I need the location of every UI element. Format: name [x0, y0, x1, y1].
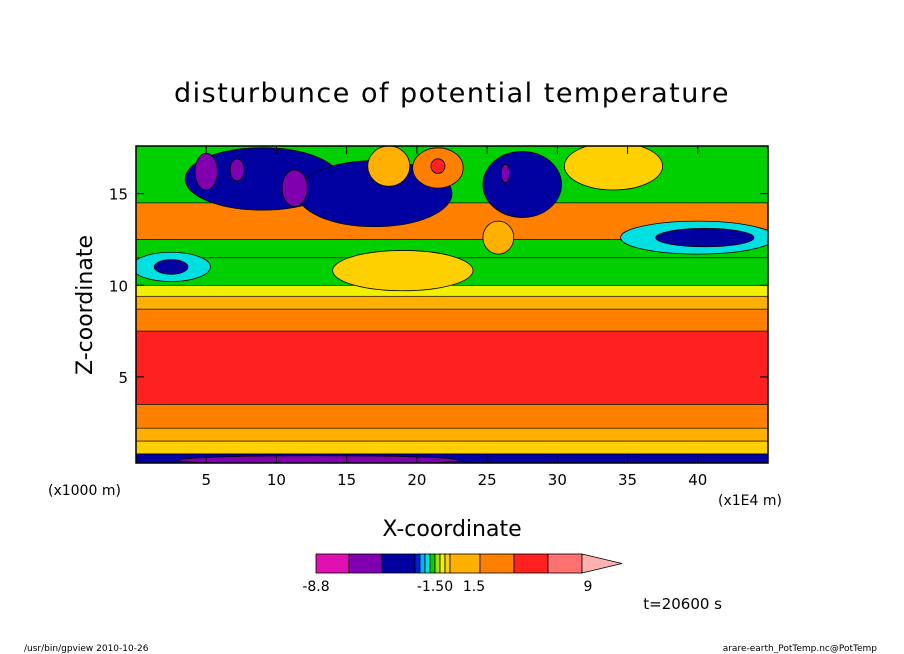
colorbar-label-2: 1.5 [463, 579, 485, 595]
band-upper-mid-1 [136, 308, 768, 332]
colorbar-end-arrow [581, 553, 623, 574]
x-tick-label-30: 30 [548, 471, 567, 489]
blob-cold-core-right [482, 151, 562, 218]
blob-warm-bubble-2-core [430, 158, 446, 174]
colorbar-swatch-1 [348, 553, 383, 574]
x-tick-label-15: 15 [337, 471, 356, 489]
x-tick-label-5: 5 [201, 471, 211, 489]
time-label: t=20600 s [643, 595, 722, 613]
chart-title: disturbunce of potential temperature [174, 78, 730, 109]
footer-left: /usr/bin/gpview 2010-10-26 [24, 644, 149, 654]
band-upper-mid-2 [136, 295, 768, 310]
x-tick-label-40: 40 [688, 471, 707, 489]
blob-very-cold-3 [281, 169, 308, 207]
colorbar-swatch-10 [449, 553, 481, 574]
colorbar: -8.8 -1.50 1.5 9 [302, 553, 623, 595]
colorbar-swatch-4 [419, 553, 426, 574]
y-axis-label: Z-coordinate [73, 235, 98, 375]
colorbar-label-0: -8.8 [302, 579, 329, 595]
band-near-surface [136, 440, 768, 455]
colorbar-swatch-11 [479, 553, 515, 574]
blob-cold-left-low-core [153, 259, 189, 275]
colorbar-label-3: 9 [584, 579, 593, 595]
y-tick-label-5: 5 [118, 369, 128, 387]
band-low-2 [136, 404, 768, 429]
x-tick-label-10: 10 [267, 471, 286, 489]
blob-surface-cold [177, 455, 460, 463]
colorbar-swatch-8 [439, 553, 446, 574]
colorbar-swatch-9 [444, 553, 451, 574]
blob-mixed-mid [332, 250, 474, 292]
footer-right: arare-earth_PotTemp.nc@PotTemp [723, 644, 878, 654]
x-tick-label-25: 25 [478, 471, 497, 489]
colorbar-label-1: -1.50 [417, 579, 453, 595]
band-low-1 [136, 427, 768, 442]
x-axis: 5 10 15 20 25 30 35 40 [201, 146, 707, 489]
x-unit-right: (x1E4 m) [718, 493, 782, 509]
colorbar-swatch-7 [434, 553, 441, 574]
band-mid [136, 330, 768, 405]
plot-frame [135, 145, 769, 464]
colorbar-swatch-6 [429, 553, 436, 574]
blob-very-cold-4 [500, 163, 510, 184]
x-tick-label-35: 35 [618, 471, 637, 489]
x-axis-label: X-coordinate [382, 517, 521, 542]
colorbar-swatch-13 [547, 553, 583, 574]
blob-warm-bubble-right [563, 146, 664, 191]
blob-warm-bubble-3 [482, 220, 515, 255]
plot-area [136, 146, 768, 463]
y-tick-label-15: 15 [109, 186, 128, 204]
blob-very-cold-1 [194, 152, 218, 191]
colorbar-swatch-0 [315, 553, 350, 574]
colorbar-swatch-3 [414, 553, 421, 574]
x-unit-left: (x1000 m) [48, 483, 121, 499]
colorbar-swatch-12 [513, 553, 549, 574]
colorbar-swatch-5 [424, 553, 431, 574]
blob-cold-upper-right-core [655, 228, 755, 248]
blob-very-cold-2 [229, 158, 245, 182]
x-tick-label-20: 20 [407, 471, 426, 489]
band-upper-mid-3 [136, 284, 768, 297]
colorbar-swatch-2 [381, 553, 416, 574]
y-axis: 5 10 15 [109, 186, 768, 387]
blob-warm-bubble-1 [367, 146, 411, 187]
y-tick-label-10: 10 [109, 277, 128, 295]
